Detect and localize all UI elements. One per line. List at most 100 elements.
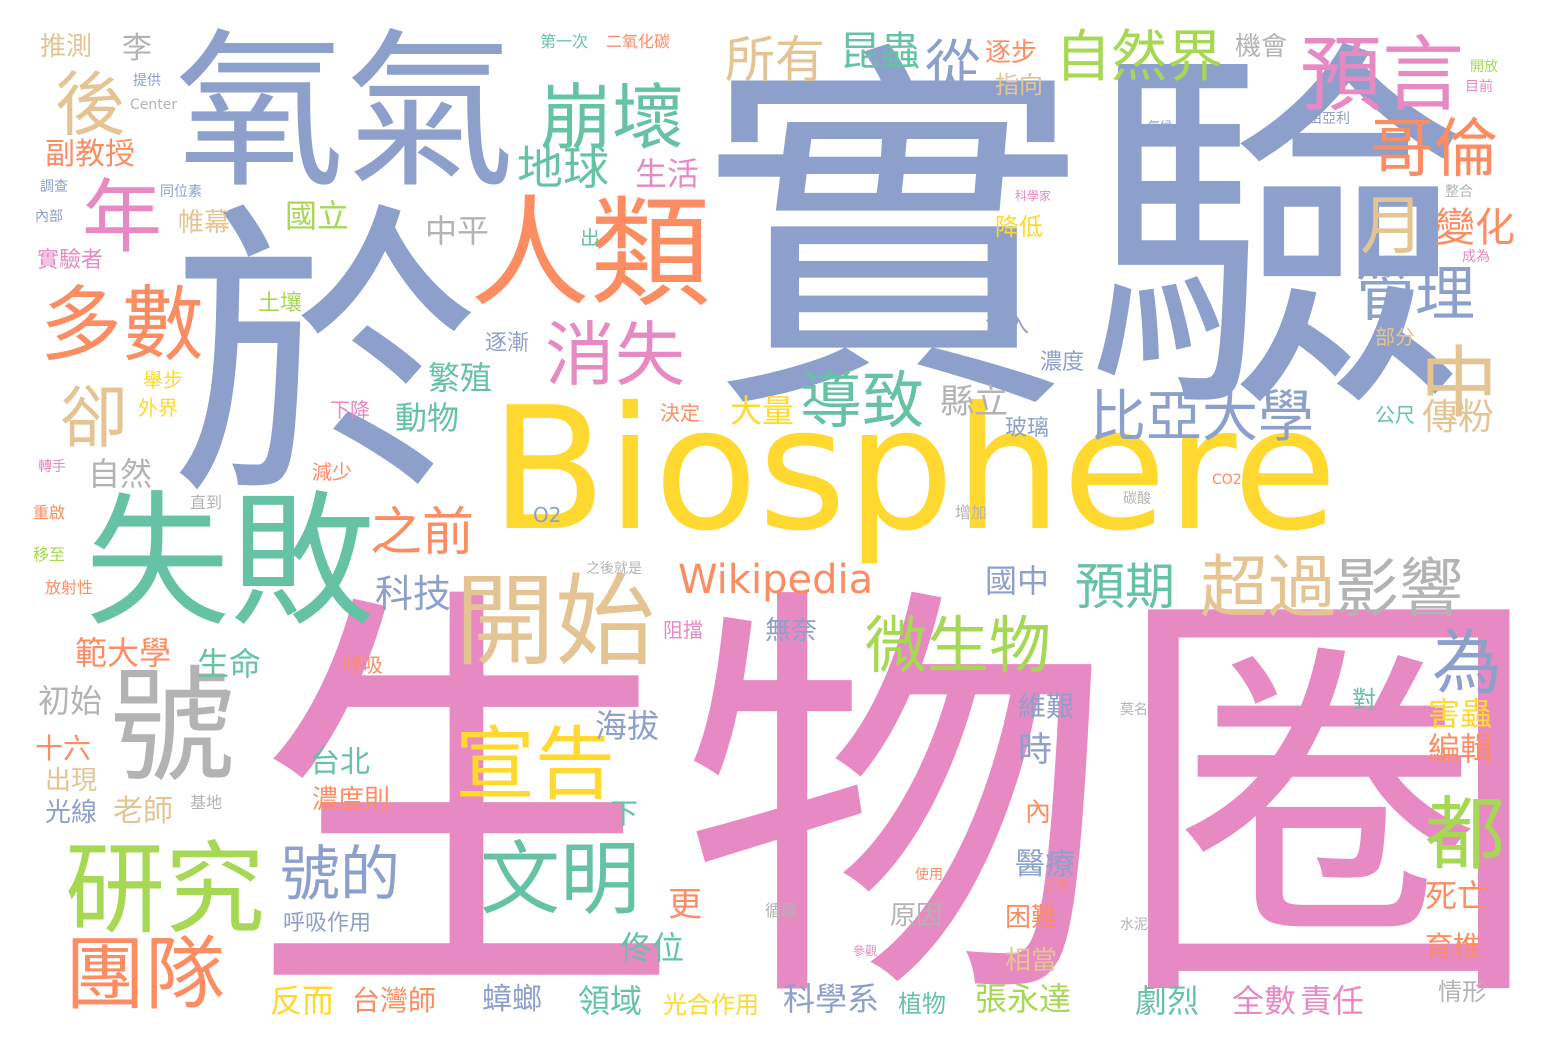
word-guangxian: 光線 — [45, 798, 98, 828]
word-taiwanshi: 台灣師 — [352, 984, 437, 1017]
word-siwang: 死亡 — [1425, 877, 1490, 915]
word-haode: 號的 — [280, 840, 400, 910]
word-bengpi: 崩壞 — [540, 76, 685, 160]
word-li: 李 — [122, 31, 152, 66]
word-huxizuoyong: 呼吸作用 — [283, 911, 372, 936]
word-eryanghuatan: 二氧化碳 — [606, 32, 671, 51]
word-zhuanshou: 轉手 — [38, 459, 66, 475]
word-suoyou: 所有 — [725, 31, 825, 89]
word-diaocha: 調查 — [40, 179, 68, 195]
word-keji: 科技 — [375, 572, 452, 616]
word-turang: 土壤 — [258, 291, 303, 316]
word-wikipedia: Wikipedia — [678, 557, 874, 603]
word-waijie: 外界 — [138, 396, 178, 420]
word-biyadaxue: 比亞大學 — [1090, 385, 1314, 450]
word-chuanfen: 傳粉 — [1422, 397, 1495, 438]
word-kaishi: 開始 — [455, 563, 655, 680]
word-quanshu: 全數 — [1232, 982, 1297, 1020]
word-chaoguo: 超過 — [1200, 549, 1337, 628]
word-xiajiang: 下降 — [330, 398, 370, 422]
word-jubu: 舉步 — [143, 368, 183, 392]
word-zirangjie: 自然界 — [1055, 25, 1223, 90]
word-jianshao: 減少 — [312, 460, 352, 484]
word-ziran: 自然 — [88, 455, 153, 493]
word-hao: 號 — [110, 655, 235, 800]
word-zeren: 責任 — [1300, 982, 1365, 1020]
word-shengwuquan: 生物圈 — [250, 554, 1544, 1052]
word-biosphere: Biosphere — [490, 371, 1338, 569]
word-o2: O2 — [533, 503, 562, 527]
word-guozhong: 國中 — [985, 562, 1050, 600]
word-xianli: 縣立 — [940, 382, 1008, 422]
word-guoli: 國立 — [285, 197, 350, 235]
word-zhengchang: 正常 — [1045, 879, 1070, 893]
word-shiyong: 使用 — [915, 867, 943, 883]
word-shibai: 失敗 — [85, 478, 375, 647]
word-geng: 更 — [668, 885, 702, 925]
word-zhangyongda: 張永達 — [975, 980, 1072, 1018]
word-yuyan: 預言 — [1300, 28, 1465, 123]
word-yanjiu: 研究 — [65, 831, 265, 948]
word-nongdu: 濃度 — [1040, 350, 1085, 375]
word-yingxiang: 影響 — [1335, 553, 1463, 627]
word-zhixiang: 指向 — [995, 71, 1043, 99]
word-tongwei: 佟位 — [620, 929, 685, 967]
word-jiangdi: 降低 — [995, 213, 1043, 241]
word-dui: 對 — [1352, 686, 1376, 714]
word-shi: 時 — [1018, 730, 1052, 770]
word-xia: 下 — [610, 797, 639, 830]
word-nongduze: 濃度則 — [312, 785, 391, 815]
word-dongwu: 動物 — [395, 399, 460, 437]
word-cong: 從 — [925, 35, 981, 100]
word-yiliao: 醫療 — [1015, 847, 1075, 882]
word-nei: 內 — [1025, 798, 1052, 828]
word-bianhua: 變化 — [1435, 205, 1515, 251]
word-diyici: 第一次 — [540, 32, 589, 51]
word-yuanyin: 原因 — [890, 901, 943, 931]
word-tuandui: 團隊 — [65, 928, 225, 1021]
word-qingxing: 情形 — [1438, 978, 1486, 1006]
word-zhiwu: 植物 — [898, 990, 946, 1018]
word-co2: CO2 — [1212, 472, 1242, 488]
word-moming: 莫名 — [1120, 702, 1148, 718]
word-tansuan: 碳酸 — [1123, 491, 1151, 507]
word-fandaxue: 範大學 — [75, 634, 172, 672]
word-kexuexi: 科學系 — [783, 980, 880, 1018]
word-julie: 劇烈 — [1135, 982, 1200, 1020]
word-fanzhi: 繁殖 — [428, 359, 493, 397]
word-haiba: 海拔 — [595, 707, 660, 745]
word-kaifang: 開放 — [1470, 59, 1498, 75]
word-zhuru: 注入 — [985, 313, 1030, 338]
word-yuzhui: 育椎 — [1425, 930, 1482, 963]
word-daliang: 大量 — [730, 392, 795, 430]
word-yizhi: 移至 — [33, 545, 66, 564]
word-huxi: 呼吸 — [343, 653, 383, 677]
word-muqian: 目前 — [1465, 79, 1493, 95]
word-xiaoshi: 消失 — [545, 314, 685, 396]
word-weimu: 帷幕 — [178, 208, 231, 238]
word-zengjia: 增加 — [955, 503, 988, 522]
word-zhubu: 逐步 — [985, 38, 1038, 68]
word-chu: 出 — [580, 226, 600, 250]
word-tigong: 提供 — [133, 73, 161, 89]
word-zhidao: 直到 — [190, 493, 223, 512]
word-daozhi: 導致 — [800, 364, 925, 437]
word-yuqi: 預期 — [1075, 558, 1175, 616]
word-shiliu: 十六 — [35, 732, 92, 765]
word-tongweisu: 同位素 — [160, 184, 202, 200]
word-wenming: 文明 — [480, 833, 640, 926]
word-gongchi: 公尺 — [1375, 403, 1415, 427]
word-haichong: 害蟲 — [1428, 695, 1493, 733]
word-laoshi: 老師 — [113, 794, 173, 829]
word-chuxian: 出現 — [45, 766, 98, 796]
word-zhong: 中 — [1420, 339, 1499, 429]
word-zhongping: 中平 — [425, 212, 490, 250]
word-shuini: 水泥 — [1120, 917, 1148, 933]
word-yue: 月 — [1360, 190, 1424, 264]
word-shiyan: 實驗 — [700, 13, 1470, 461]
word-fujiaoshou: 副教授 — [45, 137, 135, 172]
word-chushi: 初始 — [38, 682, 103, 720]
word-yangqi: 氧氣 — [175, 14, 516, 212]
word-boli: 玻璃 — [1005, 416, 1050, 441]
